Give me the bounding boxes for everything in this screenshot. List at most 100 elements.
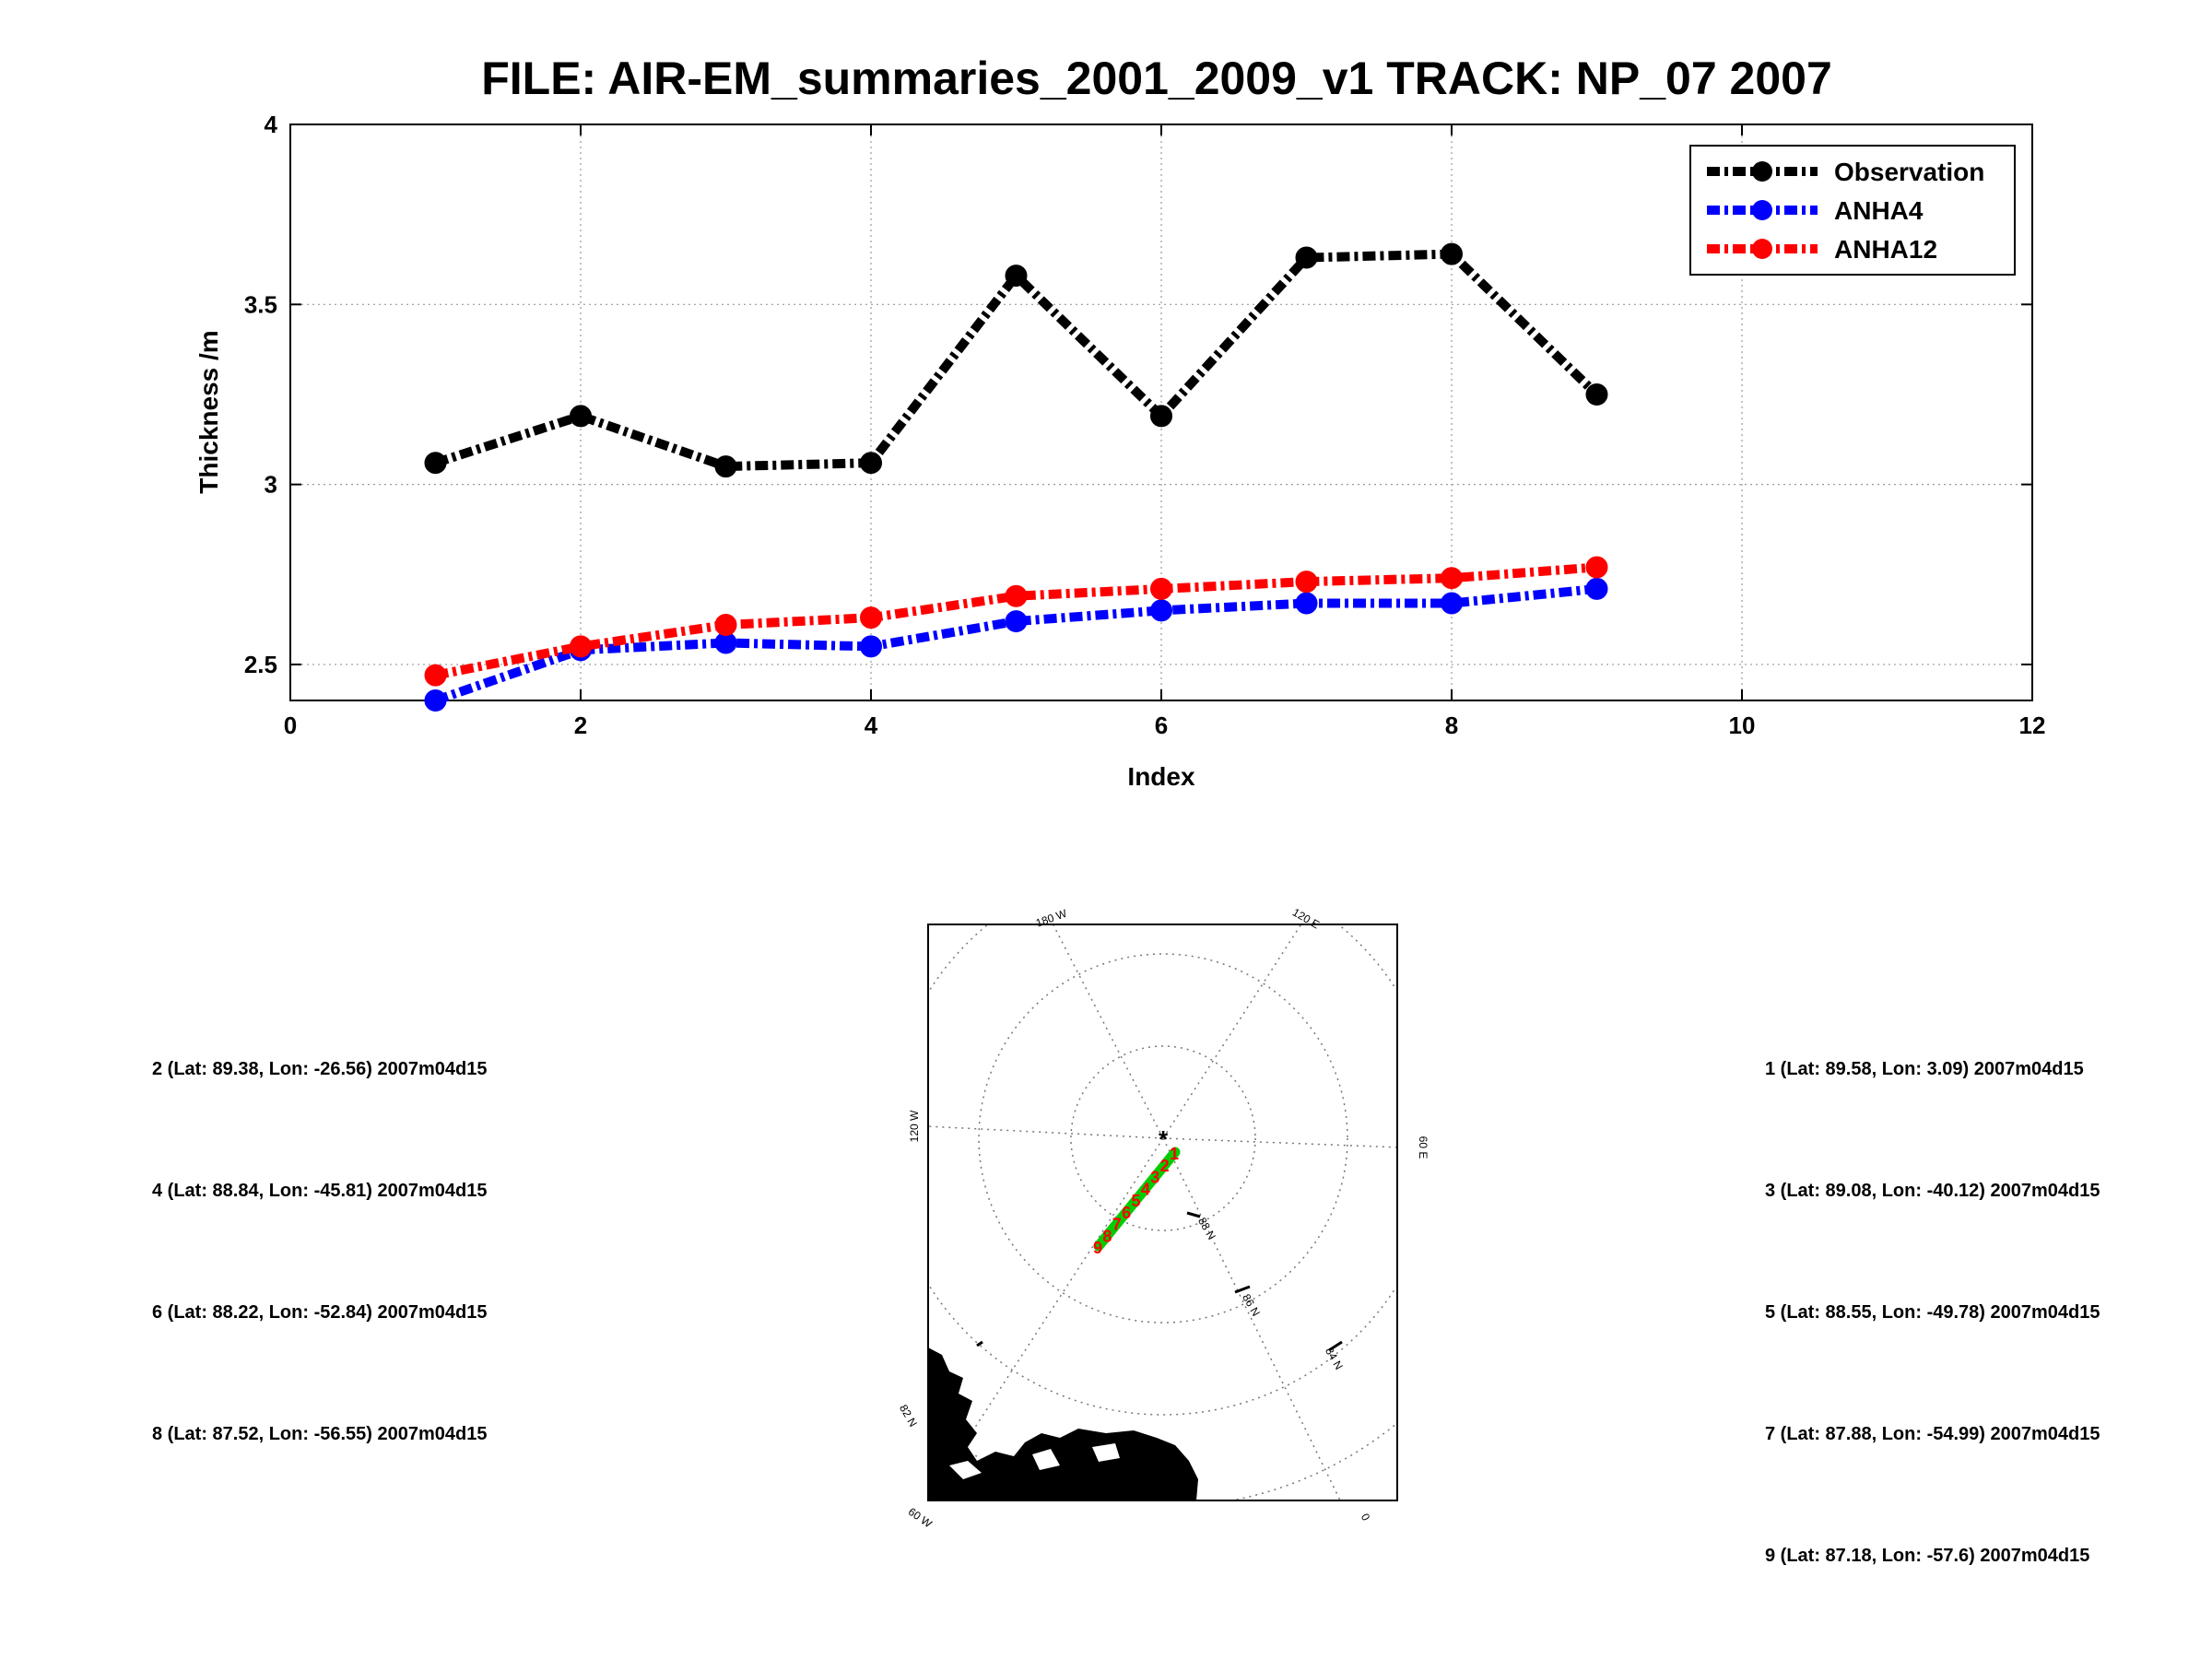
point-label: 8 (Lat: 87.52, Lon: -56.55) 2007m04d15	[152, 1424, 488, 1444]
legend-marker	[1752, 200, 1772, 220]
data-point	[1150, 405, 1172, 428]
data-point	[1441, 242, 1463, 265]
legend-label: ANHA12	[1834, 235, 1937, 264]
point-label: 3 (Lat: 89.08, Lon: -40.12) 2007m04d15	[1765, 1181, 2100, 1201]
data-point	[1585, 577, 1608, 600]
latitude-label: 82 N	[897, 1403, 920, 1430]
series-observation	[424, 242, 1608, 478]
track-marker-label: 2	[1160, 1157, 1170, 1175]
data-point	[1295, 246, 1318, 269]
point-label: 5 (Lat: 88.55, Lon: -49.78) 2007m04d15	[1765, 1302, 2100, 1323]
y-tick-label: 3.5	[244, 290, 277, 318]
y-tick-label: 4	[265, 111, 278, 138]
track-marker-label: 6	[1122, 1204, 1131, 1222]
legend-item: ANHA4	[1707, 196, 1924, 225]
y-tick-labels: 2.5 3 3.5 4	[244, 111, 278, 678]
series-layer	[424, 242, 1608, 712]
longitude-label: 120 W	[908, 1110, 921, 1142]
longitude-label: 180 W	[1034, 907, 1069, 930]
track-marker-label: 9	[1093, 1239, 1102, 1257]
flight-track	[1093, 1147, 1181, 1252]
land-inlet	[949, 1443, 1120, 1479]
land-mass	[928, 1347, 1198, 1500]
x-tick-labels: 0 2 4 6 8 10 12	[284, 712, 2046, 739]
map-frame	[927, 924, 1398, 1501]
island	[1328, 1340, 1343, 1352]
meridian-line	[1162, 1137, 1341, 1500]
longitude-label: 60 W	[906, 1505, 935, 1531]
longitude-label: 60 E	[1417, 1136, 1430, 1159]
legend-marker	[1752, 161, 1772, 182]
latitude-circle	[978, 953, 1348, 1324]
legend-item: ANHA12	[1707, 235, 1937, 264]
meridian-line	[1162, 1137, 1397, 1148]
track-marker-label: 3	[1150, 1169, 1159, 1187]
meridian-line	[928, 1125, 1164, 1139]
y-axis-label: Thickness /m	[194, 330, 223, 493]
x-tick-label: 6	[1155, 712, 1168, 739]
point-labels-left: 2 (Lat: 89.38, Lon: -26.56) 2007m04d15 4…	[152, 1059, 488, 1444]
data-point	[860, 452, 882, 475]
data-point	[860, 606, 882, 629]
point-label: 4 (Lat: 88.84, Lon: -45.81) 2007m04d15	[152, 1181, 488, 1201]
data-point	[424, 452, 447, 475]
track-marker-label: 7	[1112, 1216, 1122, 1234]
latitude-label: 88 N	[1195, 1216, 1218, 1242]
data-point	[424, 689, 447, 712]
data-point	[1005, 610, 1028, 633]
axis-ticks	[289, 124, 2033, 700]
series-anha4	[424, 577, 1608, 712]
series-anha12	[424, 556, 1608, 687]
data-point	[570, 635, 592, 658]
x-axis-label: Index	[1127, 762, 1195, 791]
island	[976, 1340, 983, 1347]
point-label: 2 (Lat: 89.38, Lon: -26.56) 2007m04d15	[152, 1059, 488, 1079]
chart-title: FILE: AIR-EM_summaries_2001_2009_v1 TRAC…	[481, 53, 1832, 104]
point-label: 1 (Lat: 89.58, Lon: 3.09) 2007m04d15	[1765, 1059, 2084, 1079]
point-label: 7 (Lat: 87.88, Lon: -54.99) 2007m04d15	[1765, 1424, 2100, 1444]
data-point	[1295, 571, 1318, 594]
legend: Observation ANHA4 ANHA12	[1689, 145, 2016, 276]
data-point	[570, 405, 592, 428]
x-tick-label: 4	[865, 712, 878, 739]
point-label: 9 (Lat: 87.18, Lon: -57.6) 2007m04d15	[1765, 1546, 2089, 1566]
data-point	[1441, 567, 1463, 590]
track-marker-label: 4	[1141, 1180, 1150, 1198]
track-marker-label: 8	[1102, 1227, 1112, 1245]
data-point	[1585, 382, 1608, 406]
longitude-label: 120 E	[1290, 906, 1322, 932]
x-tick-label: 0	[284, 712, 297, 739]
data-point	[1005, 584, 1028, 607]
island	[1234, 1285, 1251, 1294]
track-marker-label: 5	[1132, 1192, 1141, 1210]
data-point	[860, 635, 882, 658]
legend-label: Observation	[1834, 158, 1984, 186]
meridian-line	[1052, 924, 1164, 1139]
island	[1186, 1211, 1201, 1218]
x-tick-label: 10	[1729, 712, 1756, 739]
legend-item: Observation	[1707, 158, 1984, 186]
data-point	[1295, 592, 1318, 615]
x-tick-label: 12	[2019, 712, 2046, 739]
meridian-line	[1162, 924, 1302, 1139]
north-pole-marker: *	[1159, 1125, 1169, 1153]
data-point	[1441, 592, 1463, 615]
line-plot: 0 2 4 6 8 10 12 2.5 3 3.5 4	[244, 111, 2046, 739]
data-point	[714, 613, 737, 636]
x-tick-label: 8	[1445, 712, 1458, 739]
point-label: 6 (Lat: 88.22, Lon: -52.84) 2007m04d15	[152, 1302, 488, 1323]
data-point	[1005, 265, 1028, 288]
legend-label: ANHA4	[1834, 196, 1924, 225]
legend-marker	[1752, 239, 1772, 259]
data-point	[424, 664, 447, 687]
track-marker-label: 1	[1170, 1145, 1179, 1163]
point-labels-right: 1 (Lat: 89.58, Lon: 3.09) 2007m04d15 3 (…	[1765, 1059, 2100, 1566]
data-point	[1150, 577, 1172, 600]
longitude-label: 0	[1359, 1512, 1373, 1524]
data-point	[1150, 599, 1172, 622]
data-point	[1585, 556, 1608, 579]
data-point	[714, 455, 737, 478]
